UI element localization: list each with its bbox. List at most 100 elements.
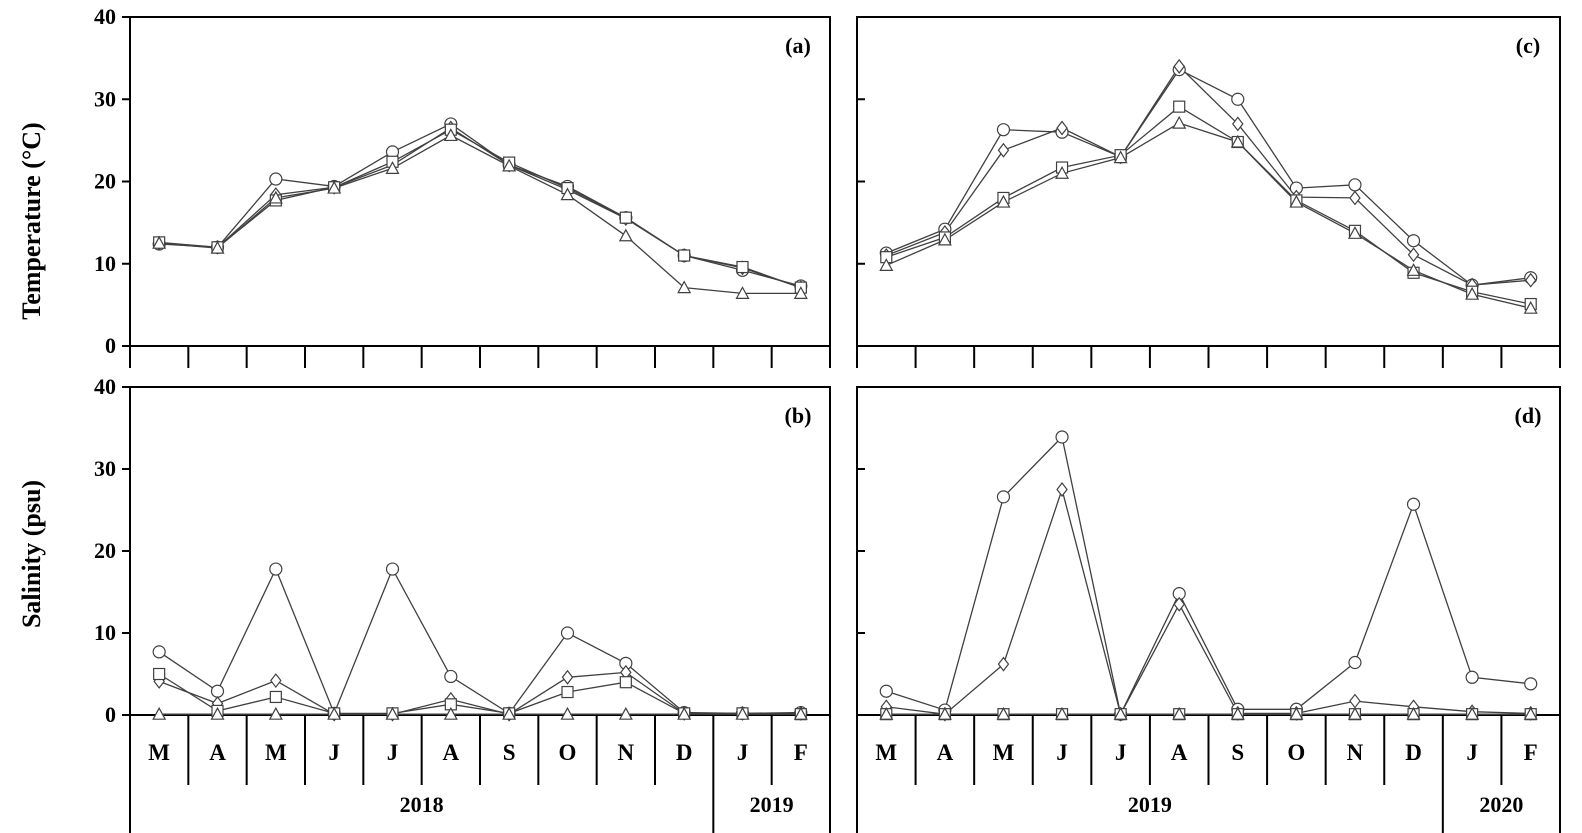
month-label: J: [387, 740, 399, 765]
data-point-triangle: [1230, 134, 1245, 148]
y-tick-label: 20: [94, 538, 116, 563]
data-point-circle: [444, 669, 458, 684]
data-point-triangle: [1289, 706, 1304, 720]
data-point-triangle: [443, 706, 458, 720]
data-point-circle: [1524, 677, 1538, 691]
data-point-triangle: [560, 187, 575, 201]
y-axis-title-temperature: Temperature (°C): [17, 122, 46, 319]
data-point-triangle: [618, 706, 633, 720]
panel-b-salinity-2018: 0 10 20 30 40 (b): [94, 374, 831, 727]
data-point-triangle: [502, 158, 517, 172]
panel-label: (d): [1515, 403, 1542, 428]
data-point-triangle: [996, 194, 1011, 208]
data-point-triangle: [1523, 300, 1538, 314]
data-point-triangle: [1465, 706, 1480, 720]
month-label: S: [1231, 740, 1244, 765]
data-point-triangle: [879, 258, 894, 271]
data-point-triangle: [1113, 706, 1128, 720]
data-point-triangle: [1055, 706, 1070, 720]
data-point-triangle: [385, 706, 400, 720]
month-label: J: [328, 740, 340, 765]
year-label: 2019: [1128, 792, 1172, 817]
data-point-triangle: [443, 128, 458, 142]
month-label: M: [875, 740, 897, 765]
data-point-circle: [879, 684, 893, 698]
y-tick-label: 30: [94, 456, 116, 481]
panel-label: (a): [785, 33, 811, 58]
series-line-square: [159, 128, 802, 289]
month-label: M: [993, 740, 1015, 765]
series-line-circle: [158, 567, 801, 716]
data-point-triangle: [793, 706, 808, 720]
data-point-triangle: [996, 706, 1011, 720]
series-line-diamond: [159, 127, 802, 289]
year-label: 2019: [750, 792, 794, 817]
month-label: O: [1287, 740, 1305, 765]
series-line-diamond: [158, 671, 801, 715]
month-label: F: [794, 740, 808, 765]
month-label: S: [503, 740, 516, 765]
series-line-triangle: [159, 134, 801, 295]
data-point-triangle: [1230, 706, 1245, 720]
data-point-triangle: [1406, 263, 1421, 276]
panel-label: (c): [1516, 33, 1540, 58]
data-point-square: [678, 249, 691, 262]
month-label: F: [1524, 740, 1538, 765]
data-point-triangle: [560, 706, 575, 720]
month-label: J: [1115, 740, 1127, 765]
data-point-diamond: [997, 656, 1010, 672]
data-point-triangle: [677, 280, 692, 294]
data-point-triangle: [327, 180, 342, 194]
y-tick-label: 20: [94, 169, 116, 194]
data-point-circle: [996, 490, 1011, 504]
series-line-square: [158, 673, 801, 715]
y-tick-label: 10: [94, 251, 116, 276]
data-point-circle: [1231, 92, 1245, 106]
data-point-triangle: [210, 706, 225, 720]
year-label: 2020: [1479, 792, 1523, 817]
data-point-triangle: [152, 706, 167, 720]
data-point-diamond: [1349, 190, 1361, 206]
month-label: J: [1056, 740, 1068, 765]
month-label: J: [1466, 740, 1478, 765]
data-point-circle: [152, 645, 166, 659]
data-point-circle: [996, 123, 1011, 137]
data-point-triangle: [268, 706, 283, 720]
month-label: A: [1171, 740, 1188, 765]
data-point-diamond: [1173, 58, 1185, 74]
data-point-triangle: [327, 706, 342, 720]
data-point-triangle: [1172, 706, 1187, 720]
y-tick-label: 40: [94, 4, 116, 29]
y-tick-label: 40: [94, 374, 116, 399]
month-label: A: [209, 740, 226, 765]
data-point-triangle: [1523, 706, 1538, 720]
data-point-triangle: [152, 235, 167, 249]
data-point-diamond: [1232, 116, 1244, 132]
data-point-circle: [210, 684, 225, 698]
data-point-triangle: [385, 161, 400, 174]
data-point-circle: [1406, 497, 1421, 511]
plot-frame: [856, 386, 1561, 716]
series-line-triangle: [886, 122, 1531, 309]
panel-c-temperature-2019: (c): [856, 16, 1561, 368]
data-point-circle: [385, 562, 400, 576]
data-point-circle: [560, 626, 575, 640]
series-line-circle: [886, 68, 1531, 286]
data-point-triangle: [735, 706, 750, 720]
data-point-triangle: [735, 286, 750, 299]
data-point-diamond: [1173, 596, 1185, 612]
data-point-triangle: [502, 706, 517, 720]
data-point-square: [269, 690, 282, 704]
data-point-square: [561, 685, 574, 699]
data-point-triangle: [1289, 194, 1304, 208]
data-point-circle: [1406, 234, 1421, 248]
month-label: A: [443, 740, 460, 765]
y-axis-title-salinity: Salinity (psu): [17, 480, 46, 628]
data-point-circle: [1348, 178, 1362, 192]
data-point-triangle: [618, 228, 633, 242]
month-label: D: [676, 740, 693, 765]
data-point-triangle: [1406, 706, 1421, 720]
month-label: O: [559, 740, 577, 765]
series-line-square: [886, 105, 1531, 305]
